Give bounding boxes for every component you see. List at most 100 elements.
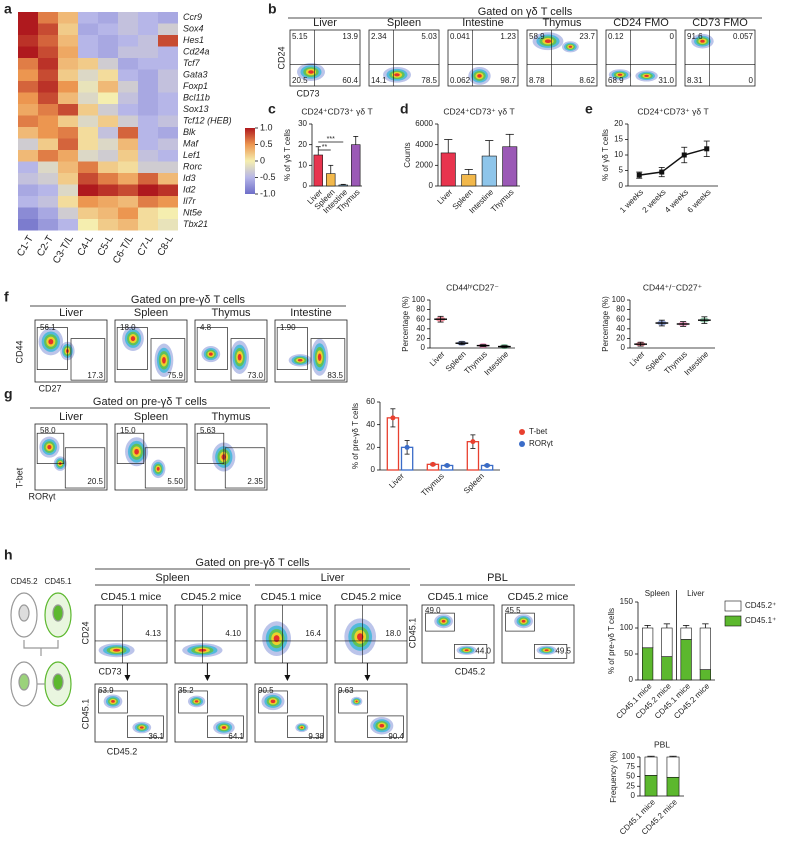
y-tick-label: 20 — [298, 140, 307, 149]
density-blob — [134, 448, 139, 455]
heatmap-cell — [18, 196, 38, 208]
heatmap-cell — [38, 115, 58, 127]
gate-percent: 58.0 — [40, 426, 56, 435]
heatmap-cell — [38, 173, 58, 185]
legend-swatch — [724, 600, 742, 612]
axis-label: CD45.2 — [107, 746, 138, 756]
chart-title: CD24⁺CD73⁺ γδ T — [301, 106, 372, 116]
bar-segment — [666, 776, 680, 797]
plot-title: CD24 FMO — [613, 17, 669, 29]
gate — [425, 612, 455, 632]
heatmap-cell — [58, 150, 78, 162]
heatmap-cell — [18, 207, 38, 219]
bar — [338, 184, 348, 187]
y-tick-label: 100 — [412, 295, 426, 304]
heatmap-cell — [38, 23, 58, 35]
plot-frame — [526, 29, 598, 87]
bar-segment — [644, 756, 658, 776]
axis-label: T-bet — [14, 467, 24, 488]
heatmap-cell — [98, 207, 118, 219]
y-tick-label: 60 — [416, 314, 425, 323]
gate — [230, 338, 266, 381]
y-tick-label: 50 — [626, 772, 635, 781]
gate-percent: 91.6 — [687, 32, 703, 41]
heatmap-cell — [78, 150, 98, 162]
axis-label: CD24 — [276, 46, 286, 69]
heatmap-cell — [118, 23, 138, 35]
panel-letter: c — [268, 101, 276, 117]
heatmap-cell — [158, 127, 178, 139]
plot-frame — [94, 604, 168, 664]
gene-label: Maf — [183, 139, 200, 149]
gene-label: Sox13 — [183, 104, 209, 114]
gate-percent: 49.0 — [425, 606, 441, 615]
heatmap-cell — [98, 12, 118, 24]
gate-percent: 5.15 — [292, 32, 308, 41]
gate-percent: 18.0 — [385, 629, 401, 638]
mouse-organ — [52, 604, 64, 622]
density-blob — [644, 74, 649, 78]
plot-title: Spleen — [387, 17, 421, 29]
heatmap-cell — [138, 35, 158, 47]
heatmap-cell — [58, 127, 78, 139]
plot-title: Spleen — [134, 307, 168, 319]
y-tick-label: 80 — [416, 305, 425, 314]
gate-percent: 1.90 — [280, 323, 296, 332]
gate — [150, 338, 186, 381]
y-tick-label: 10 — [298, 160, 307, 169]
plot-title: CD45.1 mice — [428, 591, 489, 603]
gate-percent: 64.1 — [228, 732, 244, 741]
heatmap-cell — [78, 69, 98, 81]
y-tick-label: 0 — [631, 791, 636, 800]
heatmap-cell — [58, 81, 78, 93]
density-blob — [568, 45, 573, 48]
plot-title: Liver — [313, 17, 337, 29]
heatmap-cell — [78, 23, 98, 35]
gate — [70, 338, 106, 381]
bar-segment — [642, 627, 654, 649]
y-tick-label: 40 — [366, 420, 375, 429]
density-blob — [379, 724, 385, 728]
point — [430, 461, 436, 467]
gate — [196, 327, 228, 370]
heatmap-cell — [78, 184, 98, 196]
point — [390, 415, 396, 421]
y-tick-label: 60 — [366, 397, 375, 406]
gate-percent: 73.0 — [247, 371, 263, 380]
plot-title: CD73 FMO — [692, 17, 748, 29]
heatmap-cell — [58, 46, 78, 58]
heatmap-cell — [98, 92, 118, 104]
legend-label: CD45.2⁺ — [745, 601, 776, 610]
y-tick-label: 15 — [614, 135, 623, 144]
heatmap-cell — [138, 115, 158, 127]
gate — [310, 338, 346, 381]
heatmap-cell — [138, 127, 158, 139]
plot-frame — [274, 319, 348, 383]
heatmap-cell — [18, 12, 38, 24]
heatmap-cell — [138, 23, 158, 35]
mouse-organ — [18, 604, 30, 622]
density-blob — [300, 726, 304, 729]
heatmap-cell — [98, 115, 118, 127]
gate-percent: 49.5 — [555, 647, 571, 656]
density-blob — [139, 726, 144, 729]
bar-segment — [699, 669, 711, 681]
density-blob — [111, 700, 115, 703]
heatmap-cell — [138, 104, 158, 116]
plot-title: Intestine — [290, 307, 332, 319]
density-blob — [308, 70, 314, 74]
plot-frame — [368, 29, 440, 87]
heatmap-cell — [38, 150, 58, 162]
axis-label: CD45.2 — [455, 666, 486, 676]
colorbar-tick-label: -0.5 — [260, 172, 276, 182]
gate-percent: 4.13 — [145, 629, 161, 638]
point — [681, 152, 687, 158]
point — [704, 146, 710, 152]
gene-label: Lef1 — [183, 150, 201, 160]
gate — [36, 432, 65, 464]
chart-title: PBL — [654, 739, 670, 749]
heatmap-cell — [38, 92, 58, 104]
panel-title: Gated on pre-γδ T cells — [131, 294, 246, 306]
panel-title: Gated on pre-γδ T cells — [195, 557, 310, 569]
gene-label: Gata3 — [183, 70, 208, 80]
